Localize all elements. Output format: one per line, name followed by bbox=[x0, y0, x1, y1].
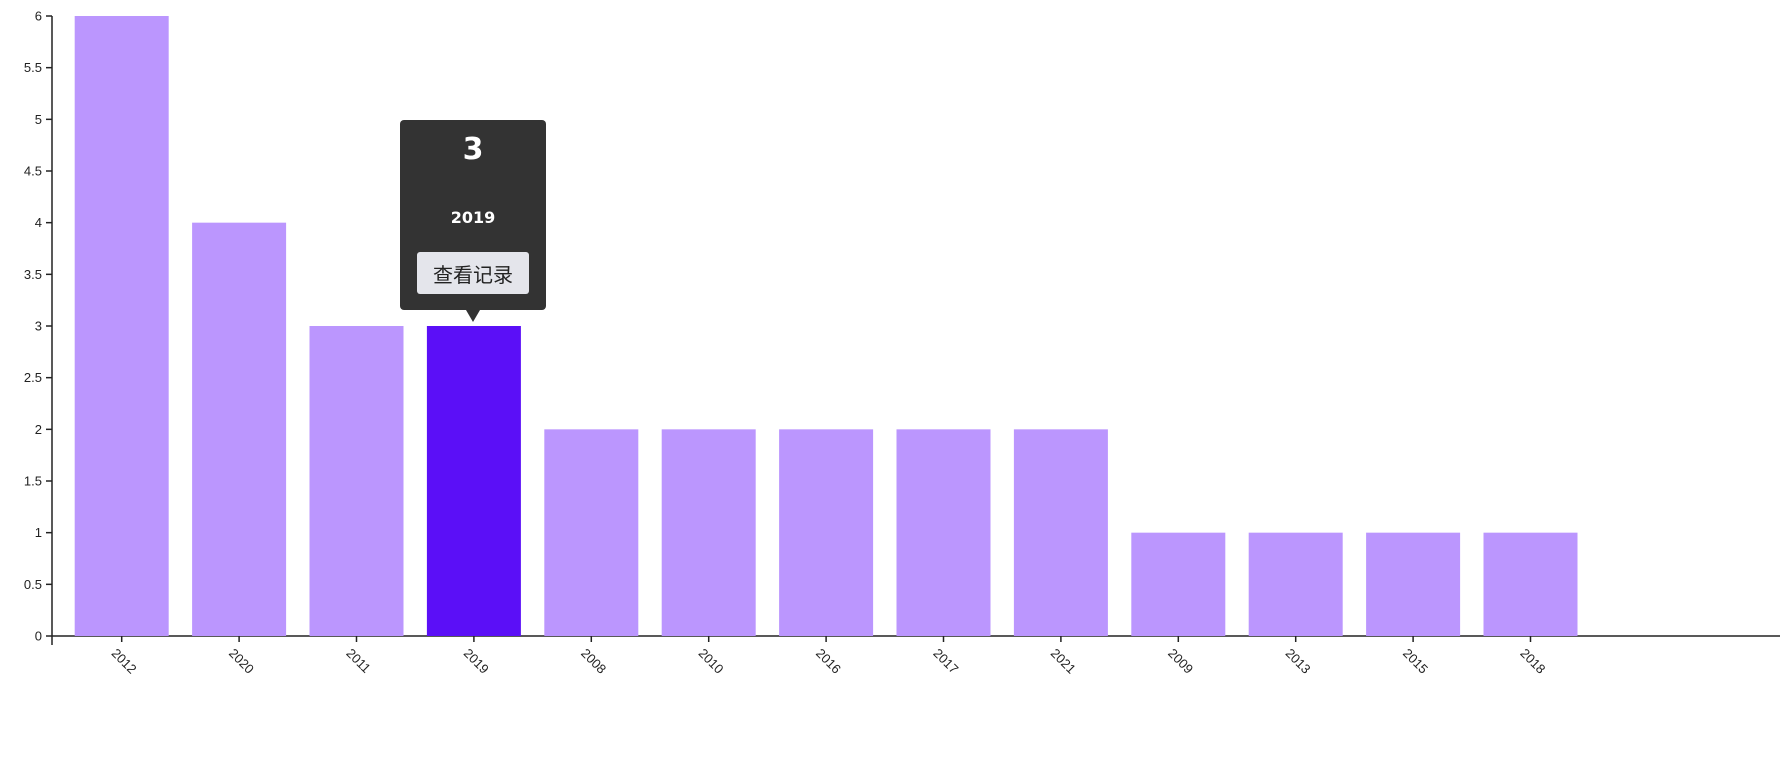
tooltip-value: 3 bbox=[462, 132, 484, 167]
x-tick-label-2017: 2017 bbox=[930, 646, 961, 677]
bar-2020[interactable] bbox=[192, 222, 287, 636]
x-axis: 2012 2020 2011 2019 2008 2010 2016 2017 2021 2009… bbox=[51, 635, 1780, 677]
x-tick-label-2008: 2008 bbox=[578, 646, 609, 677]
x-tick-label-2013: 2013 bbox=[1283, 646, 1314, 677]
x-tick-label-2015: 2015 bbox=[1400, 646, 1431, 677]
x-tick-label-2020: 2020 bbox=[226, 646, 257, 677]
y-axis: 0 0.5 1 1.5 2 2.5 3 3.5 4 4.5 5 5.5 6 bbox=[24, 9, 53, 644]
y-tick-label: 2 bbox=[35, 422, 42, 437]
y-tick-label: 0.5 bbox=[24, 577, 42, 592]
bar-2012[interactable] bbox=[74, 16, 169, 636]
y-tick-label: 6 bbox=[35, 9, 42, 24]
bar-2015[interactable] bbox=[1366, 532, 1461, 636]
x-tick-label-2021: 2021 bbox=[1048, 646, 1079, 677]
y-tick-label: 5.5 bbox=[24, 60, 42, 75]
y-tick-label: 3 bbox=[35, 319, 42, 334]
y-tick-label: 4.5 bbox=[24, 164, 42, 179]
y-tick-label: 1 bbox=[35, 525, 42, 540]
bars bbox=[74, 16, 1578, 636]
tooltip-category: 2019 bbox=[450, 208, 496, 227]
y-tick-label: 0 bbox=[35, 629, 42, 644]
x-tick-label-2012: 2012 bbox=[109, 646, 140, 677]
bar-2021[interactable] bbox=[1013, 429, 1108, 636]
x-tick-label-2009: 2009 bbox=[1165, 646, 1196, 677]
y-tick-label: 1.5 bbox=[24, 474, 42, 489]
tooltip-arrow bbox=[466, 310, 480, 322]
bar-2019[interactable] bbox=[426, 326, 521, 636]
bar-2017[interactable] bbox=[896, 429, 991, 636]
bar-2018[interactable] bbox=[1483, 532, 1578, 636]
view-records-button[interactable]: 查看记录 bbox=[417, 252, 529, 294]
bar-2016[interactable] bbox=[779, 429, 874, 636]
x-tick-label-2016: 2016 bbox=[813, 646, 844, 677]
x-tick-label-2019: 2019 bbox=[461, 646, 492, 677]
y-tick-label: 5 bbox=[35, 112, 42, 127]
bar-2011[interactable] bbox=[309, 326, 404, 636]
x-tick-label-2011: 2011 bbox=[343, 646, 373, 676]
x-tick-label-2018: 2018 bbox=[1517, 646, 1548, 677]
y-tick-label: 3.5 bbox=[24, 267, 42, 282]
bar-2008[interactable] bbox=[544, 429, 639, 636]
bar-tooltip: 3 2019 查看记录 bbox=[400, 120, 546, 310]
bar-2010[interactable] bbox=[661, 429, 756, 636]
bar-2009[interactable] bbox=[1131, 532, 1226, 636]
x-tick-label-2010: 2010 bbox=[696, 646, 727, 677]
y-tick-label: 4 bbox=[35, 215, 42, 230]
bar-2013[interactable] bbox=[1248, 532, 1343, 636]
y-tick-label: 2.5 bbox=[24, 370, 42, 385]
